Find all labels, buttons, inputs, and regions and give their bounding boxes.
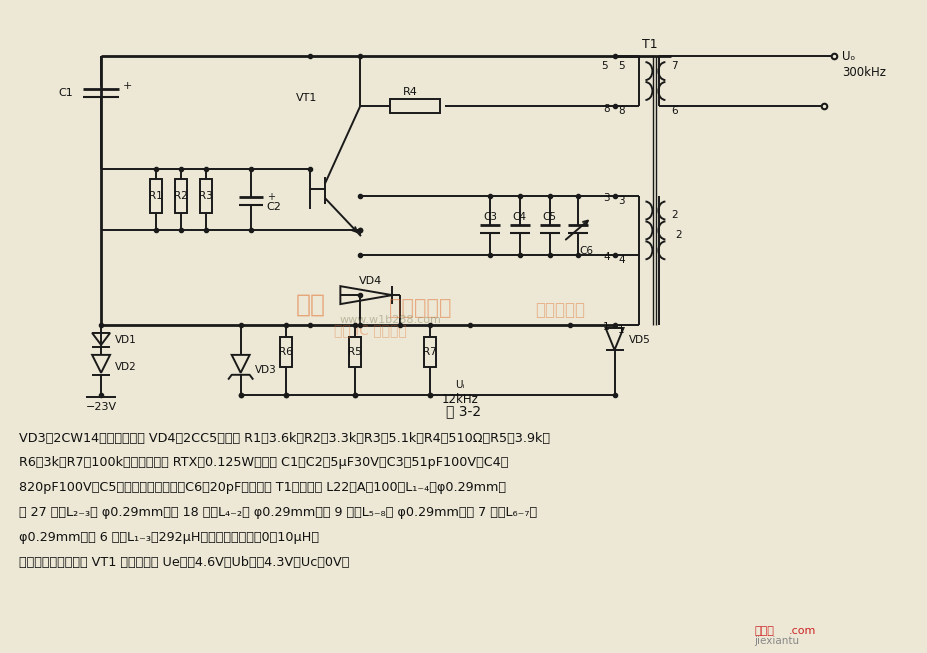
Text: VD3：2CW14。变容二极管 VD4：2CC5。电阵 R1：3.6k，R2：3.3k，R3：5.1k，R4：510Ω，R5：3.9k，: VD3：2CW14。变容二极管 VD4：2CC5。电阵 R1：3.6k，R2：3… [19, 432, 550, 445]
Text: +: + [123, 81, 133, 91]
FancyBboxPatch shape [150, 179, 161, 214]
Text: 最大 IC 采购网站: 最大 IC 采购网站 [334, 323, 406, 337]
Text: R7: R7 [423, 347, 437, 357]
Polygon shape [92, 355, 110, 373]
FancyBboxPatch shape [349, 337, 361, 367]
Text: R4: R4 [402, 87, 417, 97]
Text: 1: 1 [603, 322, 609, 332]
Text: 5: 5 [601, 61, 607, 71]
Text: 12kHz: 12kHz [441, 393, 478, 406]
Text: Uₒ: Uₒ [841, 50, 854, 63]
Text: 3: 3 [603, 193, 609, 202]
FancyBboxPatch shape [389, 99, 439, 113]
Text: −23V: −23V [85, 402, 117, 411]
Text: VD5: VD5 [628, 335, 650, 345]
Text: VD2: VD2 [115, 362, 136, 372]
Text: 缝库: 缝库 [295, 293, 325, 317]
Text: 4: 4 [603, 252, 609, 263]
Text: C2: C2 [266, 202, 281, 212]
Text: 5: 5 [617, 61, 624, 71]
FancyBboxPatch shape [174, 179, 186, 214]
Polygon shape [340, 286, 392, 304]
Text: VD1: VD1 [115, 335, 136, 345]
FancyBboxPatch shape [424, 337, 436, 367]
FancyBboxPatch shape [279, 337, 291, 367]
Text: 电子市场网: 电子市场网 [534, 301, 584, 319]
Text: 工作正常时，测得 VT1 直流电压为 Ue＝－4.6V，Ub＝－4.3V，Uc＝0V。: 工作正常时，测得 VT1 直流电压为 Ue＝－4.6V，Ub＝－4.3V，Uc＝… [19, 556, 349, 569]
Text: 绕 27 匹，L₂₋₃： φ0.29mm，绕 18 匹，L₄₋₂： φ0.29mm，绕 9 匹，L₅₋₈： φ0.29mm，绕 7 匹，L₆₋₇：: 绕 27 匹，L₂₋₃： φ0.29mm，绕 18 匹，L₄₋₂： φ0.29m… [19, 506, 537, 519]
Text: R2: R2 [173, 191, 187, 200]
Text: 7: 7 [670, 61, 677, 71]
Text: C3: C3 [482, 212, 496, 223]
Text: 8: 8 [617, 106, 624, 116]
Polygon shape [605, 328, 623, 350]
Text: .com: .com [788, 626, 816, 636]
Text: 300kHz: 300kHz [841, 65, 885, 78]
Text: R6：3k，R7：100k，其型号均为 RTX－0.125W。电容 C1、C2：5μF30V，C3：51pF100V，C4：: R6：3k，R7：100k，其型号均为 RTX－0.125W。电容 C1、C2：… [19, 456, 508, 470]
Text: R3: R3 [198, 191, 212, 200]
Text: VD3: VD3 [254, 365, 276, 375]
FancyBboxPatch shape [199, 179, 211, 214]
Text: VT1: VT1 [295, 93, 316, 103]
Text: φ0.29mm，绕 6 匹。L₁₋₃＝292μH，允许误差范围：0～10μH。: φ0.29mm，绕 6 匹。L₁₋₃＝292μH，允许误差范围：0～10μH。 [19, 531, 319, 544]
Polygon shape [92, 333, 110, 345]
Text: 6: 6 [670, 106, 677, 116]
Text: 1: 1 [617, 325, 624, 335]
Text: T1: T1 [641, 38, 656, 51]
Text: 接线图: 接线图 [754, 626, 773, 636]
Text: 2: 2 [670, 210, 677, 221]
Text: 4: 4 [617, 255, 624, 265]
Text: C1: C1 [58, 88, 73, 98]
Text: C6: C6 [579, 246, 593, 257]
Text: 2: 2 [675, 231, 681, 240]
Text: Uᵢ: Uᵢ [455, 380, 464, 390]
Text: 图 3-2: 图 3-2 [446, 405, 481, 419]
Text: 电子市场网: 电子市场网 [388, 298, 451, 318]
Text: C4: C4 [513, 212, 527, 223]
Text: R5: R5 [348, 347, 362, 357]
Text: C5: C5 [542, 212, 556, 223]
Text: www.w1b288.com: www.w1b288.com [339, 315, 440, 325]
Text: R1: R1 [149, 191, 162, 200]
Text: 820pF100V，C5：（调测时选配），C6：20pF。变量器 T1：型号为 L22，A＝100。L₁₋₄：φ0.29mm，: 820pF100V，C5：（调测时选配），C6：20pF。变量器 T1：型号为 … [19, 481, 506, 494]
Text: R6: R6 [278, 347, 292, 357]
Text: 3: 3 [617, 195, 624, 206]
Polygon shape [232, 355, 249, 373]
Text: 8: 8 [603, 104, 609, 114]
Text: jiexiantu: jiexiantu [754, 635, 798, 646]
Text: VD4: VD4 [358, 276, 382, 286]
Text: +: + [266, 191, 274, 202]
